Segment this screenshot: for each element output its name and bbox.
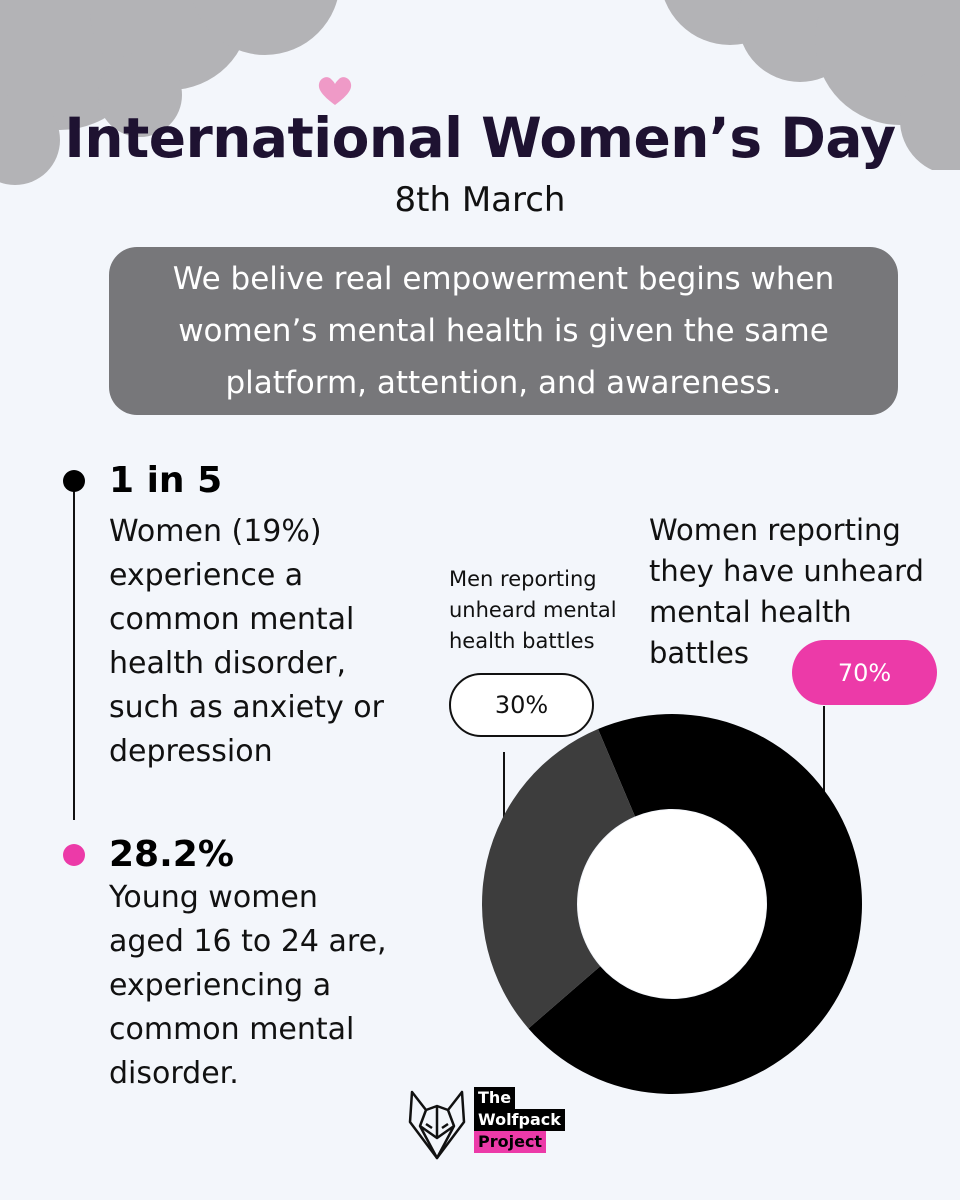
quote-line: women’s mental health is given the same xyxy=(178,313,829,349)
stat-line: experiencing a xyxy=(109,968,332,1003)
stat-line: common mental xyxy=(109,1012,355,1047)
stat-line: aged 16 to 24 are, xyxy=(109,924,387,959)
wolf-head-icon xyxy=(408,1090,466,1160)
chart-label-line: unheard mental xyxy=(449,598,617,622)
quote-box: We belive real empowerment begins when w… xyxy=(109,247,898,415)
timeline-dot xyxy=(63,470,85,492)
quote-line: platform, attention, and awareness. xyxy=(225,365,782,401)
stat-line: such as anxiety or xyxy=(109,690,384,725)
stat-description: Women (19%) experience a common mental h… xyxy=(109,510,429,774)
stat-headline: 1 in 5 xyxy=(109,460,223,501)
chart-label-line: they have unheard xyxy=(649,554,924,588)
logo-line: Wolfpack xyxy=(474,1109,565,1131)
timeline-line xyxy=(73,480,75,820)
chart-label-line: Men reporting xyxy=(449,567,597,591)
stat-line: Young women xyxy=(109,880,318,915)
heart-icon xyxy=(318,77,352,105)
stat-line: disorder. xyxy=(109,1056,239,1091)
leader-line-men xyxy=(503,752,505,835)
donut-slice-women xyxy=(528,714,862,1095)
quote-text: We belive real empowerment begins when w… xyxy=(173,253,835,409)
page-title: International Women’s Day xyxy=(64,106,896,170)
data-label-men: 30% xyxy=(449,673,594,737)
stat-headline: 28.2% xyxy=(109,834,234,875)
stat-line: depression xyxy=(109,734,273,769)
chart-label-line: health battles xyxy=(449,629,595,653)
stat-line: experience a xyxy=(109,558,304,593)
logo-line: The xyxy=(474,1087,516,1109)
chart-label-line: mental health xyxy=(649,595,852,629)
quote-line: We belive real empowerment begins when xyxy=(172,261,835,297)
stat-description: Young women aged 16 to 24 are, experienc… xyxy=(109,876,429,1096)
logo-text: The Wolfpack Project xyxy=(474,1087,565,1153)
cloud-left xyxy=(0,0,338,185)
timeline-dot-pink xyxy=(63,844,85,866)
donut-hole xyxy=(578,810,766,998)
stat-line: health disorder, xyxy=(109,646,347,681)
stat-line: Women (19%) xyxy=(109,514,322,549)
logo-line: Project xyxy=(474,1131,547,1153)
chart-label-line: Women reporting xyxy=(649,513,901,547)
event-date: 8th March xyxy=(394,180,566,220)
chart-label-men: Men reporting unheard mental health batt… xyxy=(449,564,639,657)
leader-line-women xyxy=(823,706,825,792)
data-label-women: 70% xyxy=(792,640,937,705)
cloud-right xyxy=(664,0,960,170)
chart-label-women: Women reporting they have unheard mental… xyxy=(649,510,949,674)
chart-label-line: battles xyxy=(649,636,749,670)
stat-line: common mental xyxy=(109,602,355,637)
